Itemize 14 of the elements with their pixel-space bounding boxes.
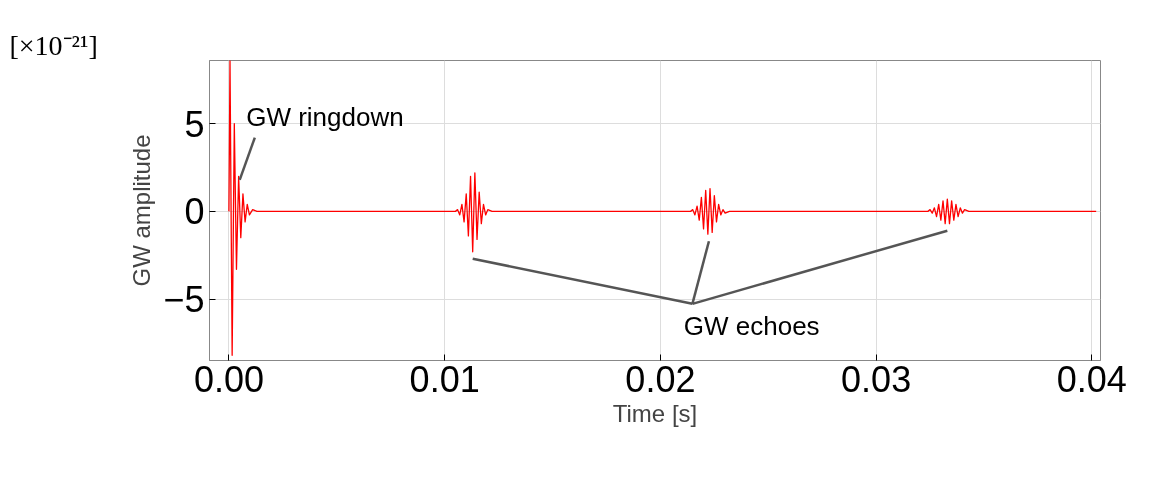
x-tick-label: 0.00 — [193, 358, 264, 400]
x-tick-label: 0.02 — [625, 358, 696, 400]
x-tick-label: 0.03 — [841, 358, 912, 400]
annotation: GW echoes — [683, 310, 820, 341]
x-tick-label: 0.04 — [1056, 358, 1127, 400]
x-axis-title: Time [s] — [612, 399, 698, 427]
annotation: GW ringdown — [246, 102, 404, 133]
y-tick-label: 0 — [184, 191, 205, 233]
line-series — [228, 60, 1097, 356]
text: [×10⁻²¹] — [9, 29, 98, 61]
y-axis-title: GW amplitude — [128, 134, 156, 287]
y-tick-label: −5 — [163, 279, 205, 321]
x-tick-label: 0.01 — [409, 358, 480, 400]
y-tick-label: 5 — [184, 103, 205, 145]
